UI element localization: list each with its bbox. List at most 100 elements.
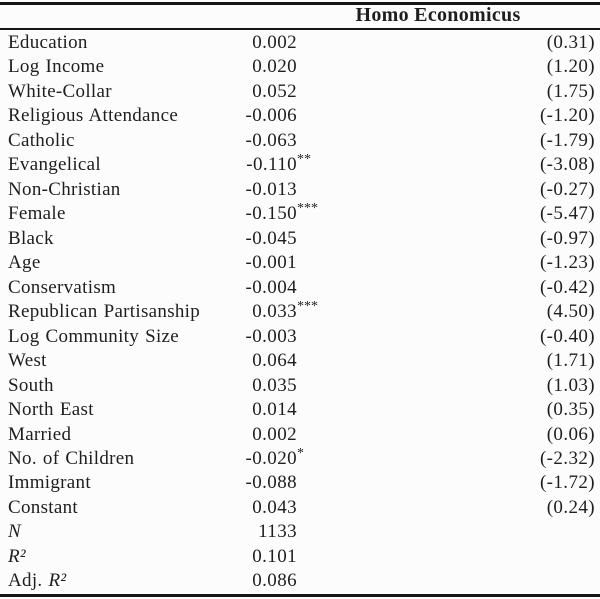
variable-label: Conservatism [8,276,116,300]
coefficient-value: -0.013 [245,178,297,200]
variable-label: Education [8,31,88,55]
table-row: Immigrant -0.088 (-1.72) [0,471,600,495]
coefficient-value: 0.035 [252,374,297,396]
variable-label: Republican Partisanship [8,300,200,324]
t-statistic: (1.75) [546,80,595,102]
coefficient-cell: 0.002 [150,423,297,447]
coefficient-cell: -0.150 *** [150,201,318,226]
coefficient-cell: 0.035 [150,374,297,398]
coefficient-value: -0.063 [245,129,297,151]
significance-stars: *** [297,201,318,217]
coefficient-cell: 0.014 [150,398,297,422]
variable-label-text: Education [8,32,88,53]
coefficient-value: -0.004 [245,276,297,298]
variable-label: Log Community Size [8,325,179,349]
coefficient-cell: -0.003 [150,325,297,349]
coefficient-cell: -0.006 [150,104,297,128]
t-statistic: (-1.72) [539,472,595,494]
variable-label: Constant [8,496,78,520]
table-row: No. of Children -0.020 * (-2.32) [0,446,600,471]
coefficient-cell: 0.002 [150,31,297,55]
column-header-homo-economicus: Homo Economicus [355,4,521,26]
coefficient-value: -0.020 [245,447,297,469]
coefficient-value: 0.002 [252,423,297,445]
t-statistic: (0.06) [546,423,595,445]
variable-label: Female [8,202,66,226]
variable-label: Age [8,251,41,275]
coefficient-cell: -0.020 * [150,446,304,471]
significance-stars: ** [297,152,311,168]
coefficient-value: 0.064 [252,350,297,372]
coefficient-cell: -0.004 [150,276,297,300]
coefficient-value: -0.001 [245,252,297,274]
table-row: South 0.035 (1.03) [0,374,600,398]
variable-label-italic: R² [8,545,26,567]
t-statistic: (-5.47) [539,203,595,225]
table-row: Married 0.002 (0.06) [0,423,600,447]
coefficient-value: -0.088 [245,472,297,494]
table-row: West 0.064 (1.71) [0,349,600,373]
table-row: Evangelical -0.110 ** (-3.08) [0,152,600,177]
table-row: Age -0.001 (-1.23) [0,251,600,275]
coefficient-value: -0.150 [245,203,297,225]
t-statistic: (-1.79) [539,129,595,151]
variable-label: Log Income [8,55,104,79]
variable-label-text: Religious Attendance [8,105,179,127]
t-statistic: (-1.20) [539,105,595,127]
variable-label-text: Female [8,203,66,225]
variable-label-text: No. of Children [8,447,135,469]
table-row: Log Income 0.020 (1.20) [0,55,600,79]
coefficient-value: -0.110 [246,154,297,176]
variable-label-text: Conservatism [8,276,117,298]
coefficient-cell: 0.052 [150,80,297,104]
coefficient-value: -0.003 [245,325,297,347]
variable-label-text: Log Community Size [8,325,180,347]
t-statistic: (-1.23) [539,252,595,274]
table-row: Constant 0.043 (0.24) [0,496,600,520]
t-statistic: (-0.42) [539,276,595,298]
t-statistic: (0.24) [546,496,595,518]
t-statistic: (-2.32) [539,447,595,469]
variable-label-text: Log Income [8,56,105,78]
t-statistic: (0.35) [546,399,595,421]
coefficient-cell: 0.086 [150,569,297,593]
table-row: Female -0.150 *** (-5.47) [0,201,600,226]
variable-label-text: Married [8,423,72,445]
variable-label-italic: N [8,521,21,543]
variable-label-text: South [8,374,54,396]
coefficient-value: 0.014 [252,399,297,421]
t-statistic: (-3.08) [539,154,595,176]
table-row: North East 0.014 (0.35) [0,398,600,422]
table-row: Conservatism -0.004 (-0.42) [0,276,600,300]
top-rule [0,2,600,5]
t-statistic: (1.20) [546,56,595,78]
variable-label-text: North East [8,399,94,421]
coefficient-cell: 0.033 *** [150,299,318,324]
coefficient-value: 0.033 [252,301,297,323]
coefficient-value: 0.043 [252,496,297,518]
table-row: Black -0.045 (-0.97) [0,227,600,251]
coefficient-cell: 1133 [150,520,297,544]
coefficient-cell: 0.064 [150,349,297,373]
table-row: R² 0.101 [0,545,600,569]
variable-label-text: Immigrant [8,472,91,494]
coefficient-cell: 0.043 [150,496,297,520]
variable-label-text: Republican Partisanship [8,301,201,323]
table-row: Log Community Size -0.003 (-0.40) [0,325,600,349]
coefficient-value: 0.020 [252,56,297,78]
t-statistic: (-0.97) [539,227,595,249]
table-row: Catholic -0.063 (-1.79) [0,129,600,153]
table-row: Adj. R² 0.086 [0,569,600,593]
variable-label: No. of Children [8,447,134,471]
coefficient-cell: -0.001 [150,251,297,275]
coefficient-cell: 0.020 [150,55,297,79]
coefficient-cell: -0.045 [150,227,297,251]
significance-stars: *** [297,299,318,315]
variable-label: South [8,374,54,398]
variable-label-text: White-Collar [8,80,112,102]
t-statistic: (0.31) [546,32,595,53]
variable-label: Black [8,227,54,251]
regression-table-body: Education 0.002 (0.31) Log Income 0.020 (1.20… [0,31,600,594]
variable-label-text: Black [8,227,54,249]
